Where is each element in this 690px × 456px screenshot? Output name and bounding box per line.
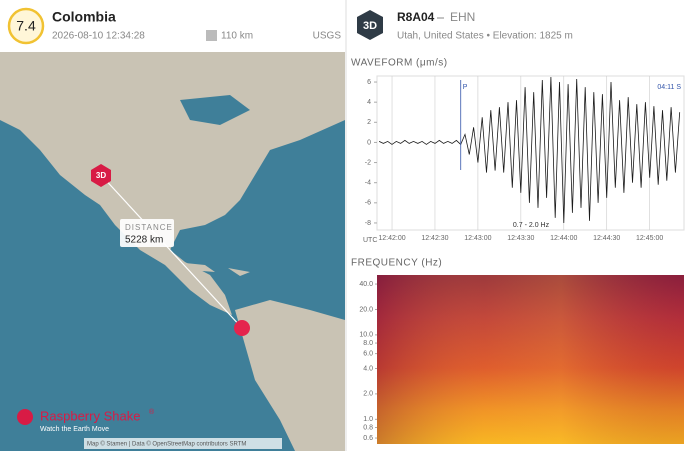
arrival-label: 04:11 S [657,84,681,91]
y-tick-label: 8.0 [363,340,373,347]
depth: 110 km [221,31,253,42]
x-tick-label: 12:43:30 [507,235,534,242]
distance-line [100,174,243,329]
y-tick-label: 0.8 [363,424,373,431]
y-tick-label: 2.0 [363,391,373,398]
station-marker[interactable] [91,164,111,187]
y-tick-label: 0.6 [363,435,373,442]
y-tick-label: 20.0 [359,306,373,313]
waveform-plot [376,75,685,231]
attribution-box [84,438,282,449]
frequency-title: FREQUENCY (Hz) [351,258,442,269]
region: Colombia [52,9,116,25]
source: USGS [313,31,342,42]
phase-label: P [463,84,468,91]
logo: Raspberry Shake [40,408,140,423]
x-tick-label: 12:43:00 [464,235,491,242]
y-tick-label: 6 [367,79,371,86]
distance-label: DISTANCE [125,223,173,232]
y-tick-label: -2 [365,159,371,166]
spectrogram-shade [377,275,684,444]
station-marker-label: 3D [96,171,106,180]
x-tick-label: 12:44:30 [593,235,620,242]
distance-box [120,219,174,247]
station-badge-label: 3D [363,20,377,32]
x-tick-label: 12:42:00 [378,235,405,242]
channel: EHN [450,10,475,24]
station-code: R8A04 [397,10,435,24]
y-tick-label: -6 [365,200,371,207]
y-tick-label: -8 [365,220,371,227]
x-tick-label: 12:45:00 [636,235,663,242]
y-tick-label: 10.0 [359,332,373,339]
logo-mark: ® [149,408,155,416]
event-time: 2026-08-10 12:34:28 [52,31,145,42]
y-tick-label: -4 [365,180,371,187]
y-tick-label: 6.0 [363,350,373,357]
filter-label: 0.7 - 2.0 Hz [513,222,550,229]
x-axis-label: UTC [363,237,377,244]
y-tick-label: 0 [367,139,371,146]
x-tick-label: 12:44:00 [550,235,577,242]
y-tick-label: 4.0 [363,365,373,372]
waveform-title: WAVEFORM (μm/s) [351,58,448,69]
magnitude: 7.4 [16,18,36,34]
map: 3D DISTANCE 5228 km Raspberry Shake ® Wa… [0,52,345,451]
station-badge [357,10,383,40]
y-tick-label: 40.0 [359,281,373,288]
distance: 5228 km [125,235,163,246]
x-tick-label: 12:42:30 [421,235,448,242]
attribution: Map © Stamen | Data © OpenStreetMap cont… [87,441,246,448]
y-tick-label: 4 [367,99,371,106]
logo-icon [17,409,33,425]
depth-icon [206,30,217,41]
station-location: Utah, United States • Elevation: 1825 m [397,31,573,42]
waveform [378,76,681,224]
y-tick-label: 2 [367,119,371,126]
epicenter-marker[interactable] [234,320,250,336]
y-tick-label: 1.0 [363,416,373,423]
tagline: Watch the Earth Move [40,426,109,433]
magnitude-badge [7,7,45,45]
